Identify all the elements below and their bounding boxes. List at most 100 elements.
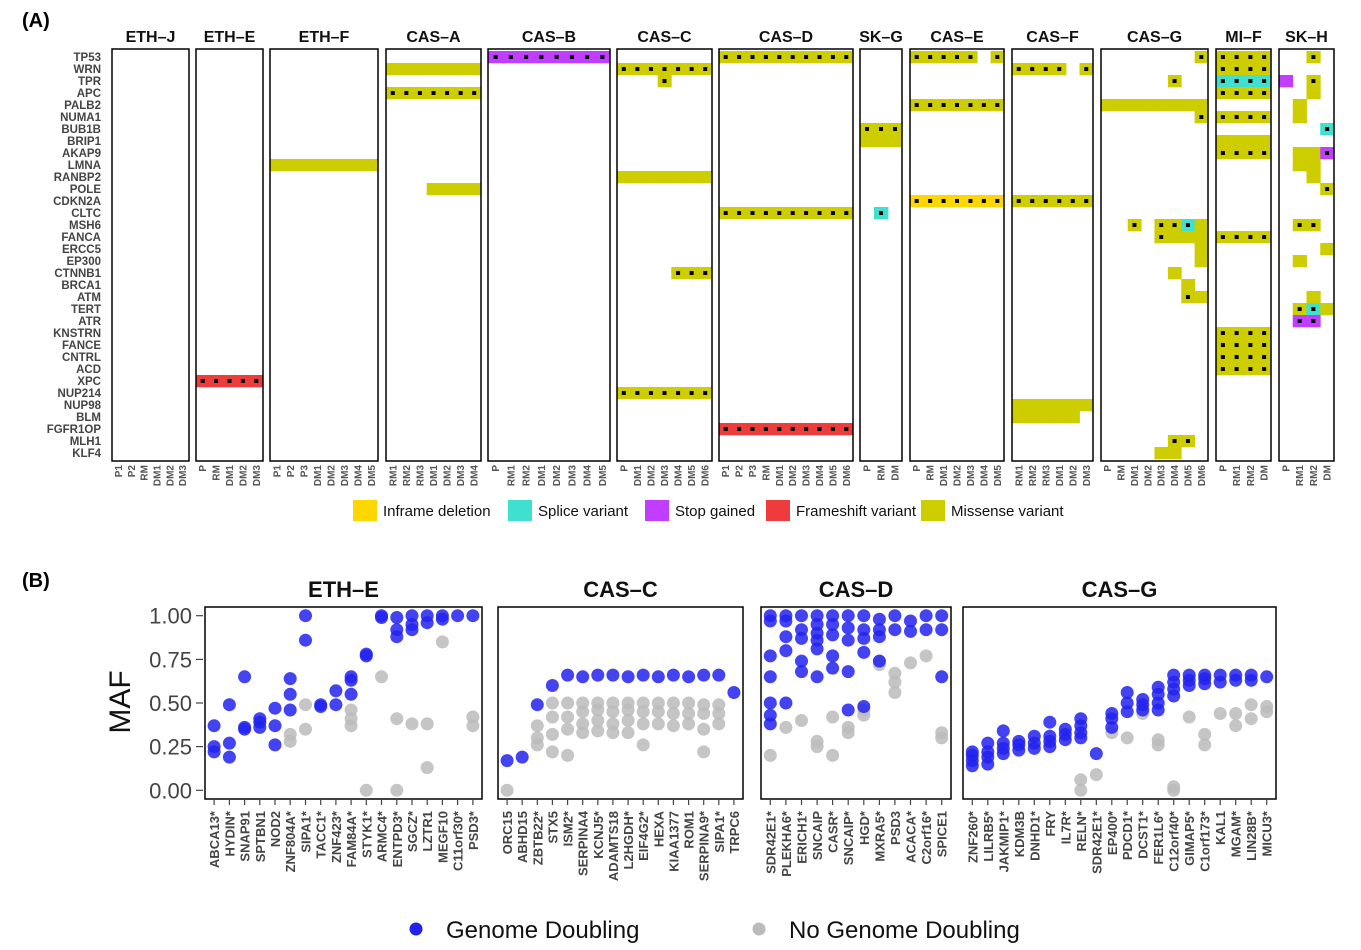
point-genome-doubling [810,670,824,684]
sample-label: P [491,465,502,472]
shared-marker [750,55,755,59]
shared-marker [955,55,959,59]
heatmap-facet-eth-f: ETH–F P1 P2 P3 DM1 DM2 DM3 DM4 DM5 [269,29,379,487]
point-genome-doubling [795,665,808,679]
point-no-genome-doubling [841,720,855,734]
legend-label: Missense variant [951,503,1064,520]
point-no-genome-doubling [420,717,434,731]
shared-marker [817,211,822,215]
shared-marker [1262,343,1267,347]
shared-marker [1220,67,1225,71]
point-genome-doubling [1260,670,1274,684]
point-genome-doubling [826,661,840,675]
facet-frame [487,48,611,462]
gene-tick-label: ORC15 [500,811,515,854]
mutation-cell [1167,447,1182,460]
shared-marker [1248,91,1253,95]
sample-label: P3 [748,465,759,478]
mutation-cell [453,183,468,196]
shared-marker [689,391,694,395]
facet-frame [718,48,854,462]
shared-marker [1297,223,1302,227]
point-no-genome-doubling [682,717,696,731]
point-genome-doubling [763,708,777,722]
point-genome-doubling [1213,668,1227,682]
point-genome-doubling [530,698,544,712]
point-genome-doubling [888,623,902,637]
shared-marker [662,391,667,395]
facet-frame [1011,48,1094,462]
sample-label: P [619,465,630,472]
gene-label-tp53: TP53 [74,52,102,64]
mutation-cell [698,171,713,184]
point-genome-doubling [935,623,949,637]
point-genome-doubling [268,738,282,752]
shared-marker [914,199,919,203]
point-no-genome-doubling [1074,773,1088,787]
point-no-genome-doubling [935,726,949,740]
sample-label: P1 [114,465,125,478]
mutation-cell [1292,147,1307,160]
point-genome-doubling [1043,715,1057,729]
gene-tick-label: PDCD1* [1120,810,1135,860]
sample-label: RM [761,465,772,481]
mutation-cell [1194,255,1209,268]
gene-label-brip1: BRIP1 [67,136,101,148]
gene-tick-label: LIN28B* [1244,810,1259,861]
gene-tick-label: ACACA* [904,810,919,863]
gene-tick-label: SIPA1* [712,810,727,853]
facet-title: ETH–E [204,29,256,46]
shared-marker [1297,319,1302,323]
gene-tick-label: TACC1* [314,810,329,858]
shared-marker [254,379,259,383]
heatmap-facet-cas-g: CAS–G P RM DM1 DM2 DM3 DM4 DM5 DM6 [1100,29,1209,486]
legend-swatch [645,500,669,521]
gene-label-klf4: KLF4 [72,448,101,460]
gene-tick-label: PLEKHA6* [779,810,794,877]
shared-marker [750,427,755,431]
facet-title: CAS–B [522,29,576,46]
shared-marker [1262,367,1267,371]
point-genome-doubling [872,623,886,637]
shared-marker [200,379,205,383]
shared-marker [844,427,849,431]
point-no-genome-doubling [420,761,434,775]
facet-title: ETH–F [299,29,350,46]
sample-label: DM3 [802,465,813,487]
gene-tick-label: SERPINA9* [697,810,712,881]
mutation-cell [270,159,284,172]
point-no-genome-doubling [697,722,711,736]
gene-tick-label: SIPA1* [299,810,314,853]
mutation-cell [324,159,338,172]
legend-label: No Genome Doubling [789,917,1020,944]
heatmap-legend: Inframe deletion Splice variant Stop gaine… [353,500,1064,521]
point-no-genome-doubling [810,734,824,748]
shared-marker [1248,151,1253,155]
y-tick-label: 0.75 [149,647,192,672]
mutation-cell [297,159,311,172]
point-genome-doubling [636,668,650,682]
sample-label: DM3 [340,465,351,487]
sample-label: DM [1323,465,1334,481]
shared-marker [458,91,463,95]
point-no-genome-doubling [666,719,680,733]
point-genome-doubling [935,670,949,684]
shared-marker [777,55,782,59]
sample-label: DM3 [567,465,578,487]
shared-marker [539,55,544,59]
shared-marker [995,103,1000,107]
mutation-cell [1167,231,1182,244]
gene-tick-label: ABHD15 [515,811,530,863]
gene-tick-label: GIMAP5* [1182,810,1197,866]
point-no-genome-doubling [561,748,575,762]
shared-marker [1234,343,1239,347]
point-genome-doubling [888,609,902,623]
point-no-genome-doubling [390,712,404,726]
panel-a-label: (A) [22,10,50,32]
mutation-heatmap: TP53WRNTPRAPCPALB2NUMA1BUB1BBRIP1AKAP9LM… [47,29,1335,486]
gene-tick-label: KCNJ5* [591,810,606,859]
facet-frame [962,606,1277,800]
point-genome-doubling [466,609,480,623]
mutation-cell [364,159,379,172]
mutation-cell [874,135,889,148]
